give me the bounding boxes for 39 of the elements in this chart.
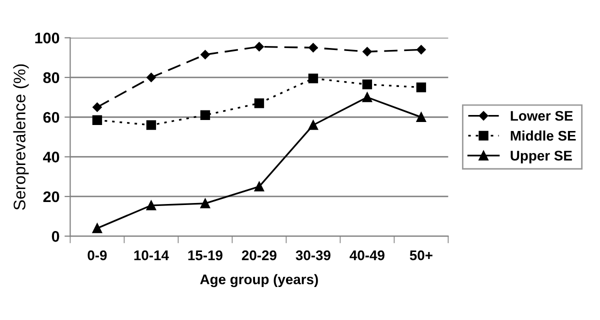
point: [416, 112, 426, 122]
point: [254, 98, 264, 108]
point: [92, 223, 102, 234]
point: [146, 120, 156, 130]
point: [92, 115, 102, 125]
point: [146, 72, 156, 82]
point: [362, 80, 372, 90]
point: [308, 43, 318, 52]
y-tick-label: 100: [35, 32, 60, 44]
x-tick-label: 15-19: [188, 250, 222, 260]
point: [362, 92, 372, 102]
y-tick-label: 80: [43, 72, 60, 84]
x-tick-label: 20-29: [242, 250, 276, 260]
y-tick-label: 60: [43, 112, 60, 123]
x-tick-label: 50+: [410, 250, 432, 260]
x-tick-label: 40-49: [350, 250, 384, 260]
y-tick-label: 20: [43, 191, 60, 202]
legend-label: Lower SE: [510, 110, 573, 121]
x-tick-label: 10-14: [134, 250, 169, 260]
point: [146, 200, 156, 210]
point: [254, 182, 264, 192]
point: [254, 42, 264, 52]
point: [200, 50, 210, 60]
point: [308, 74, 318, 84]
legend-label: Middle SE: [510, 130, 576, 141]
y-tick-label: 0: [52, 231, 60, 242]
point: [416, 45, 426, 54]
point: [92, 102, 102, 112]
point: [362, 47, 372, 56]
point: [308, 120, 318, 130]
x-tick-label: 0-9: [88, 250, 107, 260]
y-tick-label: 40: [43, 152, 60, 162]
x-axis-title: Age group (years): [200, 274, 318, 288]
x-tick-label: 30-39: [296, 250, 330, 260]
y-axis-title: Seroprevalence (%): [13, 64, 29, 210]
point: [416, 82, 426, 92]
legend-label: Upper SE: [510, 150, 572, 164]
point: [200, 110, 210, 120]
point: [200, 198, 210, 208]
